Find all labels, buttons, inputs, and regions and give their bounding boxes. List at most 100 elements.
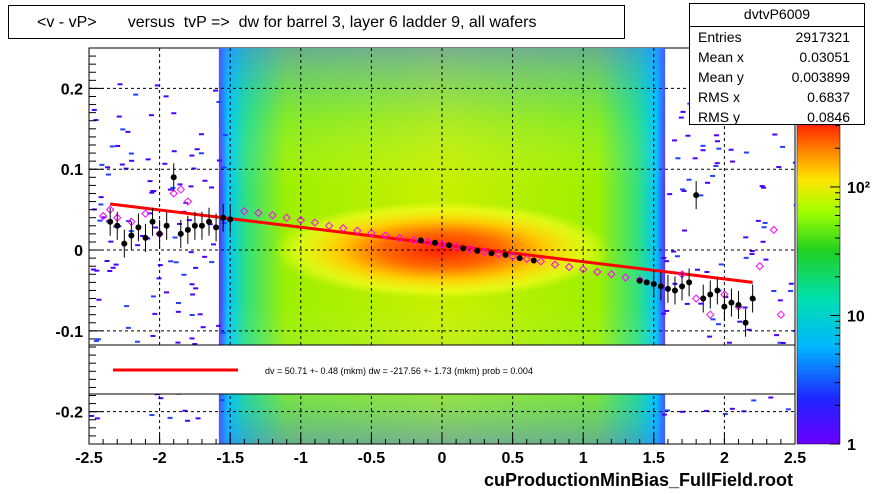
outlier-cell (785, 408, 791, 411)
profile-black-point (488, 250, 495, 257)
stats-value: 0.0846 (807, 109, 850, 125)
profile-black-point (170, 174, 177, 181)
profile-pink-point (550, 260, 560, 269)
outlier-cell (209, 186, 215, 189)
outlier-cell (216, 100, 222, 103)
profile-black-series (107, 163, 756, 337)
outlier-cell (722, 413, 728, 416)
outlier-cell (714, 140, 720, 143)
profile-pink-point (776, 310, 786, 319)
outlier-cell (698, 302, 704, 305)
profile-pink-point (466, 245, 475, 254)
x-tick-label: 1.5 (643, 450, 665, 467)
profile-black-point (198, 222, 205, 229)
profile-black-point (693, 192, 700, 199)
outlier-cell (755, 219, 761, 222)
outlier-cell (749, 252, 755, 255)
outlier-cell (93, 119, 99, 122)
outlier-cell (150, 190, 156, 193)
stats-label: RMS y (698, 109, 740, 125)
profile-black-point (156, 230, 163, 237)
outlier-cell (746, 328, 752, 331)
outlier-cell (714, 134, 720, 137)
outlier-cell (743, 256, 749, 259)
outlier-cell (728, 148, 734, 151)
outlier-cell (107, 269, 113, 272)
outlier-cell (163, 95, 169, 98)
profile-black-point (530, 257, 537, 264)
outlier-cell (133, 93, 139, 96)
profile-black-point (184, 226, 191, 233)
profile-pink-point (409, 236, 418, 245)
outlier-cell (181, 273, 187, 276)
profile-pink-point (578, 265, 588, 274)
profile-pink-point (254, 208, 263, 218)
outlier-cell (661, 256, 667, 259)
x-axis: -2.5 -2 -1.5 -1 -0.5 0 0.5 1 1.5 2 2.5 (75, 434, 806, 467)
outlier-cell (209, 261, 215, 264)
x-tick-label: 2 (720, 450, 729, 467)
outlier-cell (221, 166, 227, 169)
outlier-cell (89, 414, 95, 417)
outlier-cell (171, 150, 177, 153)
outlier-cell (202, 255, 208, 258)
profile-black-point (707, 291, 714, 298)
outlier-cell (661, 413, 667, 416)
profile-pink-point (183, 197, 193, 206)
outlier-cell (705, 181, 711, 184)
outlier-cell (177, 183, 183, 186)
x-tick-label: -0.5 (358, 450, 386, 467)
profile-pink-point (536, 257, 546, 266)
outlier-cell (743, 151, 749, 154)
stats-row: Mean y 0.003899 (690, 67, 864, 87)
outlier-cell (680, 188, 686, 191)
outlier-cell (105, 166, 111, 169)
y-tick-label: 0.1 (61, 162, 83, 179)
outlier-cell (120, 128, 126, 131)
outlier-cell (189, 154, 195, 157)
outlier-cell (679, 410, 685, 413)
colorbar-tick-label: 10 (847, 308, 865, 325)
outlier-cell (682, 229, 688, 232)
outlier-cell (713, 164, 719, 167)
profile-black-point (671, 287, 678, 294)
outlier-cell (730, 160, 736, 163)
outlier-cell (777, 299, 783, 302)
profile-black-point (107, 218, 114, 225)
outlier-cell (140, 234, 146, 237)
outlier-cell (153, 226, 159, 229)
outlier-cell (788, 282, 794, 285)
outlier-cell (780, 145, 786, 148)
stats-label: Mean x (698, 49, 744, 65)
outlier-cell (171, 112, 177, 115)
fit-line (109, 202, 753, 284)
outlier-cell (167, 188, 173, 191)
profile-black-point (735, 301, 742, 308)
profile-pink-point (310, 218, 320, 227)
outlier-cell (684, 302, 690, 305)
outlier-cell (771, 289, 777, 292)
profile-black-point (742, 319, 749, 326)
outlier-cell (729, 407, 735, 410)
profile-pink-point (324, 221, 334, 231)
outlier-cell (772, 133, 778, 136)
profile-pink-point (522, 254, 531, 264)
outlier-cell (685, 134, 691, 137)
profile-pink-point (141, 209, 150, 218)
outlier-cell (703, 409, 709, 412)
profile-pink-point (494, 249, 503, 259)
profile-pink-point (706, 310, 715, 319)
outlier-cell (101, 216, 107, 219)
outlier-cell (707, 335, 713, 338)
outlier-cell (108, 240, 114, 243)
outlier-cell (197, 313, 203, 316)
x-tick-label: -2.5 (75, 450, 103, 467)
y-tick-label: -0.1 (55, 324, 83, 341)
outlier-cell (145, 158, 151, 161)
outlier-cell (157, 264, 163, 267)
profile-black-point (636, 277, 643, 284)
profile-black-point (502, 251, 509, 258)
legend-fit-text: dv = 50.71 +- 0.48 (mkm) dw = -217.56 +-… (265, 366, 533, 376)
outlier-cell (198, 152, 204, 155)
